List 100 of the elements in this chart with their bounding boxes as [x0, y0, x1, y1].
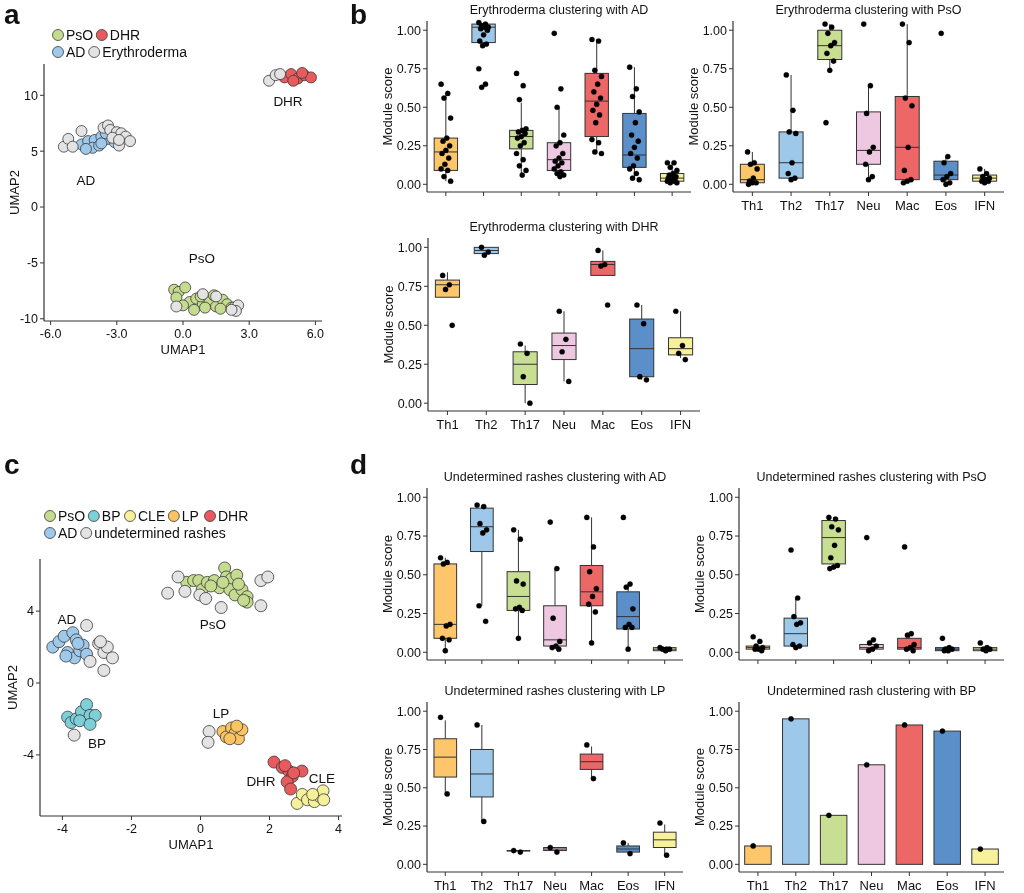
x-tick-label: Neu — [859, 878, 884, 893]
annotation: PsO — [199, 616, 227, 632]
y-tick-label: 0.50 — [397, 318, 423, 333]
legend-label: DHR — [218, 507, 249, 524]
legend-label: AD — [58, 524, 78, 541]
x-tick-label: Th17 — [503, 878, 534, 893]
y-tick-label: 10 — [24, 88, 39, 103]
x-axis-title: UMAP1 — [168, 837, 214, 852]
legend-label: Erythroderma — [102, 43, 188, 60]
x-tick-label: Mac — [579, 878, 605, 893]
y-tick-label: 0.00 — [396, 177, 422, 192]
x-tick-label: Th17 — [818, 878, 849, 893]
y-tick-label: -10 — [19, 312, 39, 327]
legend-label: AD — [66, 43, 86, 60]
y-tick-label: 1.00 — [396, 23, 422, 38]
x-tick-label: Eos — [934, 198, 958, 213]
y-tick-label: 0.25 — [708, 606, 734, 621]
x-tick-label: Eos — [630, 417, 654, 432]
y-tick-label: 0.50 — [708, 568, 734, 583]
y-axis-title: Module score — [379, 534, 395, 614]
chart-title: Undetermined rashes clustering with AD — [443, 470, 667, 484]
y-tick-label: 0.50 — [396, 568, 422, 583]
chart-title: Erythroderma clustering with PsO — [775, 3, 962, 17]
x-tick-label: Neu — [543, 878, 567, 893]
y-tick-label: 1.00 — [396, 490, 422, 505]
legend-label: CLE — [138, 507, 166, 524]
y-tick-label: 0.00 — [708, 857, 734, 872]
x-tick-label: Neu — [856, 198, 881, 213]
legend-label: PsO — [58, 507, 86, 524]
y-tick-label: 0.00 — [397, 396, 423, 411]
y-tick-label: 0.25 — [397, 357, 423, 372]
x-tick-label: 6.0 — [306, 327, 325, 341]
x-tick-label: -6.0 — [39, 327, 62, 341]
y-tick-label: 0.25 — [708, 819, 734, 834]
y-tick-label: 1.00 — [702, 23, 728, 38]
annotation: AD — [57, 611, 77, 627]
y-tick-label: 0.50 — [396, 100, 422, 115]
x-tick-label: Th2 — [470, 878, 494, 893]
chart-title: Erythroderma clustering with AD — [469, 3, 649, 17]
x-tick-label: IFN — [670, 417, 692, 432]
x-tick-label: Th2 — [784, 878, 807, 893]
x-tick-label: IFN — [974, 878, 996, 893]
y-tick-label: 0.75 — [708, 742, 734, 757]
y-tick-label: 0 — [27, 676, 35, 691]
y-tick-label: 0.75 — [396, 62, 422, 77]
legend-label: PsO — [66, 26, 94, 43]
y-axis-title: UMAP2 — [4, 665, 20, 710]
legend-label: LP — [181, 507, 199, 524]
x-tick-label: Eos — [936, 878, 959, 893]
annotation: PsO — [188, 250, 216, 266]
y-tick-label: 0.25 — [396, 606, 422, 621]
y-tick-label: 1.00 — [708, 490, 734, 505]
y-tick-label: 0.50 — [396, 781, 422, 796]
x-tick-label: Th1 — [434, 878, 457, 893]
y-tick-label: 0.75 — [397, 279, 423, 294]
y-tick-label: 0.75 — [702, 62, 728, 77]
chart-title: Undetermined rash clustering with BP — [766, 684, 977, 698]
text: a — [4, 0, 20, 30]
y-tick-label: 0.75 — [396, 742, 422, 757]
y-tick-label: 0.75 — [708, 529, 734, 544]
y-tick-label: 0.25 — [396, 819, 422, 834]
x-tick-label: -3.0 — [106, 327, 128, 341]
y-tick-label: -5 — [26, 256, 39, 271]
x-tick-label: Th1 — [436, 417, 459, 432]
x-tick-label: 0.0 — [174, 327, 192, 341]
x-tick-label: IFN — [974, 198, 996, 213]
y-tick-label: 0.75 — [396, 529, 422, 544]
x-tick-label: 2 — [266, 822, 274, 836]
y-tick-label: 0.50 — [702, 100, 728, 115]
x-tick-label: Th2 — [779, 198, 803, 213]
text: d — [350, 449, 368, 480]
chart-title: Erythroderma clustering with DHR — [469, 220, 659, 234]
x-tick-label: 0 — [197, 822, 205, 836]
x-tick-label: Th1 — [741, 198, 764, 213]
y-tick-label: -4 — [22, 748, 35, 763]
chart-title: Undetermined rashes clustering with LP — [444, 684, 666, 698]
legend-label: DHR — [109, 26, 141, 43]
x-tick-label: -4 — [56, 822, 69, 836]
y-tick-label: 0.00 — [396, 857, 422, 872]
x-tick-label: Eos — [616, 878, 640, 893]
y-axis-title: Module score — [691, 534, 707, 614]
y-axis-title: UMAP2 — [6, 170, 22, 215]
x-tick-label: Th17 — [510, 417, 540, 432]
y-tick-label: 1.00 — [397, 240, 423, 255]
y-tick-label: 0.50 — [708, 781, 734, 796]
x-tick-label: 4 — [335, 822, 343, 836]
x-tick-label: Mac — [894, 198, 920, 213]
y-tick-label: 1.00 — [396, 704, 422, 719]
legend-label: BP — [101, 507, 121, 524]
y-axis-title: Module score — [685, 67, 701, 146]
y-axis-title: Module score — [691, 747, 707, 827]
y-tick-label: 1.00 — [708, 704, 734, 719]
x-tick-label: Mac — [590, 417, 616, 432]
x-tick-label: Mac — [897, 878, 923, 893]
y-tick-label: 0.00 — [702, 177, 728, 192]
annotation: BP — [87, 735, 107, 751]
legend-label: undetermined rashes — [94, 524, 226, 541]
annotation: LP — [212, 705, 230, 721]
y-axis-title: Module score — [379, 747, 395, 827]
y-tick-label: 0.25 — [396, 139, 422, 154]
